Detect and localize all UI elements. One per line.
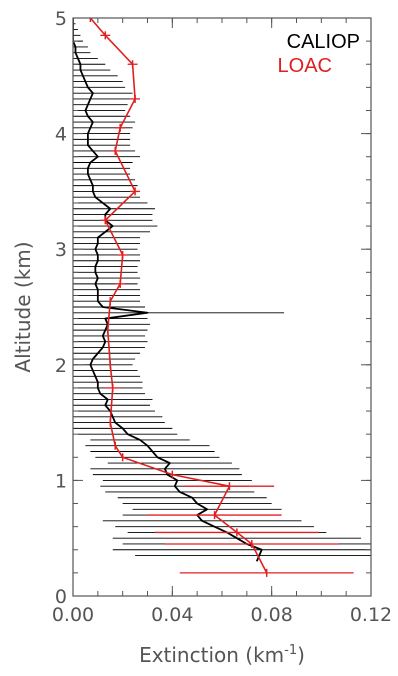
y-tick-label: 4 — [55, 124, 67, 146]
y-tick-label: 3 — [55, 239, 67, 261]
legend-entry-loac: LOAC — [278, 55, 332, 77]
y-tick-label: 5 — [55, 8, 67, 30]
y-axis-title: Altitude (km) — [11, 241, 35, 372]
y-tick-label: 2 — [55, 355, 67, 377]
y-tick-label: 0 — [55, 586, 67, 608]
legend: CALIOP LOAC — [278, 31, 360, 77]
y-tick-label: 1 — [55, 470, 67, 492]
x-tick-label: 0.04 — [151, 604, 193, 626]
plot-area — [73, 18, 371, 577]
legend-entry-caliop: CALIOP — [287, 31, 360, 53]
axes: 0.00 0.04 0.08 0.12 0 1 2 3 4 5 — [52, 8, 392, 626]
x-axis-title-close: ) — [297, 643, 305, 667]
x-axis-title: Extinction (km-1) — [139, 643, 305, 667]
loac-line — [89, 18, 268, 574]
series-group — [73, 18, 371, 577]
x-tick-label: 0.00 — [52, 604, 94, 626]
x-tick-label: 0.08 — [251, 604, 293, 626]
x-axis-title-text: Extinction (km — [139, 643, 284, 667]
x-axis-title-superscript: -1 — [284, 643, 297, 658]
caliop-line — [73, 18, 263, 562]
x-tick-label: 0.12 — [350, 604, 392, 626]
